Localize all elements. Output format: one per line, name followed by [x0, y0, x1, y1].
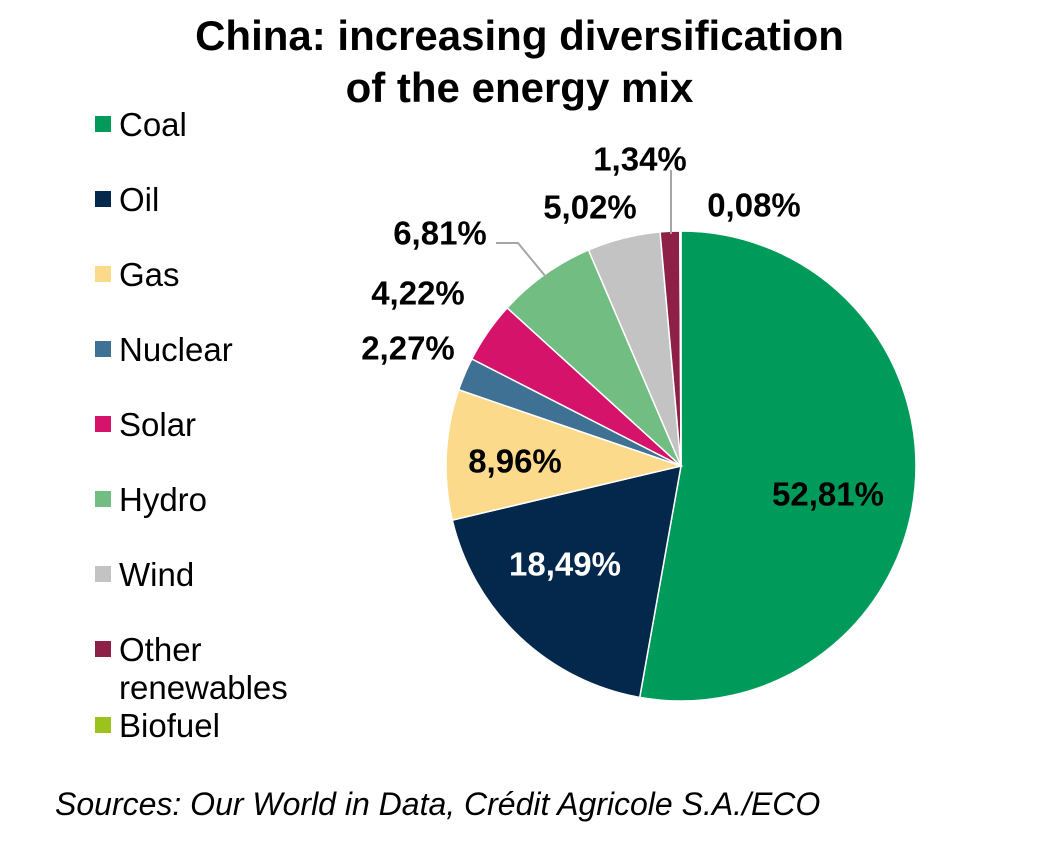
legend-swatch-hydro: [95, 491, 111, 507]
legend-label-other-renewables: Other renewables: [119, 631, 288, 706]
legend: Coal Oil Gas Nuclear Solar Hydro Wind Other ren…: [95, 0, 395, 760]
data-label-biofuel: 0,08%: [707, 187, 801, 224]
legend-label-solar: Solar: [119, 406, 197, 443]
legend-label-wind: Wind: [119, 556, 195, 593]
slice-oil: [451, 465, 682, 699]
data-label-coal: 52,81%: [772, 476, 884, 513]
legend-item-gas: Gas: [95, 256, 379, 294]
legend-item-nuclear: Nuclear: [95, 331, 379, 369]
data-label-other-renewables: 1,34%: [593, 141, 687, 178]
leader-line-hydro: [496, 242, 547, 278]
data-label-oil: 18,49%: [509, 546, 621, 583]
chart-title: China: increasing diversification of the…: [0, 10, 1039, 114]
legend-swatch-gas: [95, 266, 111, 282]
legend-item-solar: Solar: [95, 406, 379, 444]
legend-swatch-solar: [95, 416, 111, 432]
legend-swatch-wind: [95, 566, 111, 582]
data-label-hydro: 6,81%: [393, 215, 487, 252]
data-label-wind: 5,02%: [543, 189, 637, 226]
legend-item-biofuel: Biofuel: [95, 707, 379, 745]
legend-label-hydro: Hydro: [119, 481, 208, 518]
legend-swatch-coal: [95, 116, 111, 132]
legend-swatch-oil: [95, 191, 111, 207]
legend-label-biofuel: Biofuel: [119, 707, 220, 744]
legend-item-hydro: Hydro: [95, 481, 379, 519]
legend-swatch-biofuel: [95, 717, 111, 733]
data-label-gas: 8,96%: [468, 443, 562, 480]
data-labels: 52,81% 18,49% 8,96% 2,27% 4,22% 6,81% 5,02% 1,3…: [361, 141, 884, 583]
source-note: Sources: Our World in Data, Crédit Agric…: [55, 786, 821, 822]
legend-swatch-nuclear: [95, 341, 111, 357]
data-label-solar: 4,22%: [371, 275, 465, 312]
legend-item-coal: Coal: [95, 106, 379, 144]
chart-title-line-1: China: increasing diversification: [195, 12, 844, 59]
legend-item-oil: Oil: [95, 181, 379, 219]
legend-item-wind: Wind: [95, 556, 379, 594]
chart-title-line-2: of the energy mix: [345, 64, 694, 111]
pie-slices: [445, 230, 917, 702]
legend-label-oil: Oil: [119, 181, 160, 218]
legend-swatch-other-renewables: [95, 641, 111, 657]
legend-label-gas: Gas: [119, 256, 180, 293]
leader-lines: [496, 170, 672, 278]
legend-label-nuclear: Nuclear: [119, 331, 233, 368]
legend-item-other-renewables: Other renewables: [95, 631, 379, 707]
data-label-nuclear: 2,27%: [361, 330, 455, 367]
slice-gas: [445, 388, 684, 522]
slice-biofuel: [679, 230, 682, 467]
legend-label-coal: Coal: [119, 106, 187, 143]
slice-coal: [638, 230, 917, 702]
